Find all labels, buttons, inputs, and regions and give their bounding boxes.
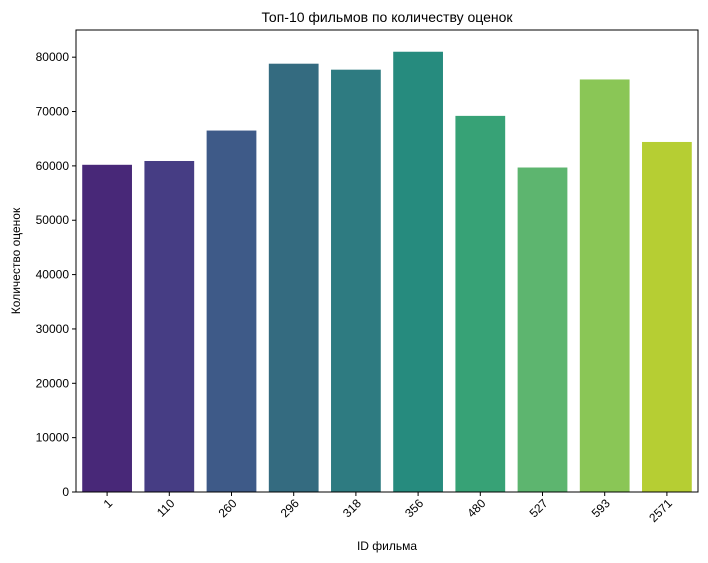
bar-318: [331, 69, 381, 493]
bar-1: [82, 164, 132, 492]
x-tick-label: 296: [278, 496, 302, 520]
bar-296: [268, 63, 319, 492]
bar-480: [455, 115, 506, 492]
y-tick-label: 70000: [36, 105, 70, 119]
y-tick-label: 80000: [36, 50, 70, 64]
y-tick-label: 50000: [36, 213, 70, 227]
x-tick-label: 480: [464, 496, 488, 520]
y-tick-label: 40000: [36, 268, 70, 282]
bar-2571: [642, 141, 692, 493]
x-tick-label: 1: [101, 496, 116, 511]
chart-title: Топ-10 фильмов по количеству оценок: [261, 9, 513, 25]
x-tick-label: 593: [589, 496, 613, 520]
bar-356: [393, 51, 443, 492]
y-tick-label: 30000: [36, 322, 70, 336]
x-tick-label: 110: [154, 496, 178, 520]
y-tick-label: 60000: [36, 159, 70, 173]
y-axis-label: Количество оценок: [9, 207, 23, 314]
x-tick-label: 356: [402, 496, 426, 520]
y-tick-label: 0: [62, 485, 69, 499]
bar-260: [206, 130, 257, 492]
bar-527: [517, 167, 568, 492]
y-tick-label: 20000: [36, 376, 70, 390]
x-tick-label: 260: [216, 496, 240, 520]
bars-group: [82, 51, 692, 493]
bar-593: [579, 79, 630, 492]
bar-110: [144, 160, 195, 492]
plot-frame: [75, 29, 699, 493]
x-axis-ticks: 1 110 260 296 318 356 480 527 593 2571: [101, 492, 675, 525]
x-tick-label: 318: [340, 496, 364, 520]
x-axis-label: ID фильма: [357, 539, 417, 553]
y-axis-ticks: 0 10000 20000 30000 40000 50000 60000 70000 8000…: [36, 50, 76, 499]
x-tick-label: 2571: [646, 496, 675, 525]
x-tick-label: 527: [527, 496, 551, 520]
y-tick-label: 10000: [36, 431, 70, 445]
